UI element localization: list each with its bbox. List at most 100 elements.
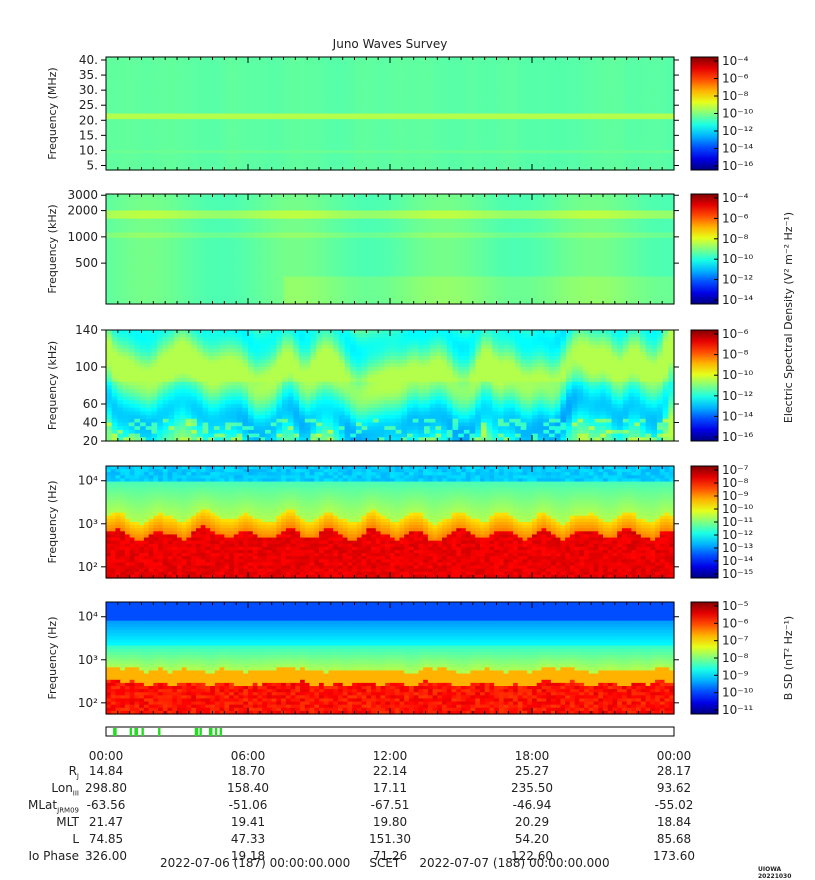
heatmap-cell xyxy=(113,199,121,203)
heatmap-cell xyxy=(496,210,505,214)
heatmap-cell xyxy=(510,158,519,163)
heatmap-cell xyxy=(269,136,277,140)
heatmap-cell xyxy=(461,107,469,112)
heatmap-cell xyxy=(141,65,150,69)
heatmap-cell xyxy=(205,119,214,123)
heatmap-cell xyxy=(304,68,313,72)
heatmap-cell xyxy=(524,227,533,231)
heatmap-cell xyxy=(127,99,135,103)
heatmap-cell xyxy=(524,88,533,92)
heatmap-cell xyxy=(382,153,391,157)
heatmap-cell xyxy=(191,158,199,163)
heatmap-cell xyxy=(638,216,647,220)
heatmap-cell xyxy=(162,218,171,223)
heatmap-cell xyxy=(496,196,505,201)
heatmap-cell xyxy=(503,196,512,201)
heatmap-cell xyxy=(368,130,377,134)
heatmap-cell xyxy=(461,141,469,146)
heatmap-cell xyxy=(240,127,249,132)
heatmap-cell xyxy=(113,161,121,165)
heatmap-cell xyxy=(439,119,448,123)
heatmap-cell xyxy=(148,213,157,217)
heatmap-cell xyxy=(624,138,632,143)
heatmap-cell xyxy=(269,116,277,120)
heatmap-cell xyxy=(297,207,306,212)
heatmap-cell xyxy=(361,207,370,212)
heatmap-cell xyxy=(517,210,526,214)
heatmap-cell xyxy=(468,124,476,129)
heatmap-cell xyxy=(503,96,512,100)
heatmap-cell xyxy=(638,59,647,64)
heatmap-cell xyxy=(319,141,327,146)
heatmap-cell xyxy=(375,110,384,115)
heatmap-cell xyxy=(340,138,348,143)
heatmap-cell xyxy=(255,71,263,75)
heatmap-cell xyxy=(347,76,356,81)
heatmap-cell xyxy=(262,167,270,171)
heatmap-cell xyxy=(184,216,192,220)
heatmap-cell xyxy=(368,116,377,120)
heatmap-cell xyxy=(120,210,128,214)
heatmap-cell xyxy=(347,110,356,115)
heatmap-cell xyxy=(191,133,199,137)
heatmap-cell xyxy=(574,141,583,146)
heatmap-cell xyxy=(446,164,455,168)
heatmap-cell xyxy=(610,164,618,168)
heatmap-cell xyxy=(475,85,483,89)
heatmap-cell xyxy=(212,85,221,89)
heatmap-cell xyxy=(184,199,192,203)
heatmap-cell xyxy=(304,90,313,95)
heatmap-cell xyxy=(141,158,150,163)
heatmap-cell xyxy=(432,150,441,154)
heatmap-cell xyxy=(482,147,490,151)
heatmap-cell xyxy=(532,155,540,160)
heatmap-cell xyxy=(198,158,206,163)
heatmap-cell xyxy=(510,73,519,78)
heatmap-cell xyxy=(453,202,462,206)
heatmap-cell xyxy=(297,150,306,154)
heatmap-cell xyxy=(311,121,320,126)
heatmap-cell xyxy=(617,218,625,223)
heatmap-cell xyxy=(340,136,348,140)
heatmap-cell xyxy=(666,76,675,81)
heatmap-cell xyxy=(198,144,206,148)
heatmap-cell xyxy=(560,155,569,160)
heatmap-cell xyxy=(198,232,206,236)
heatmap-cell xyxy=(418,130,427,134)
heatmap-cell xyxy=(489,153,498,157)
heatmap-cell xyxy=(198,113,206,117)
heatmap-cell xyxy=(304,105,313,109)
heatmap-cell xyxy=(595,164,604,168)
heatmap-cell xyxy=(411,138,419,143)
heatmap-cell xyxy=(205,218,214,223)
heatmap-cell xyxy=(368,113,377,117)
heatmap-cell xyxy=(233,76,242,81)
heatmap-cell xyxy=(319,133,327,137)
heatmap-cell xyxy=(255,88,263,92)
heatmap-cell xyxy=(276,136,285,140)
heatmap-cell xyxy=(134,153,143,157)
heatmap-cell xyxy=(553,107,561,112)
heatmap-cell xyxy=(489,158,498,163)
heatmap-cell xyxy=(432,65,441,69)
heatmap-cell xyxy=(198,167,206,171)
heatmap-cell xyxy=(489,136,498,140)
heatmap-cell xyxy=(304,110,313,115)
heatmap-cell xyxy=(262,82,270,86)
heatmap-cell xyxy=(659,224,668,228)
heatmap-cell xyxy=(574,144,583,148)
heatmap-cell xyxy=(638,85,647,89)
heatmap-cell xyxy=(319,216,327,220)
heatmap-cell xyxy=(390,59,398,64)
heatmap-cell xyxy=(134,144,143,148)
heatmap-cell xyxy=(652,124,661,129)
heatmap-cell xyxy=(567,96,576,100)
heatmap-cell xyxy=(532,99,540,103)
heatmap-cell xyxy=(404,210,412,214)
heatmap-cell xyxy=(539,133,547,137)
heatmap-cell xyxy=(553,164,561,168)
heatmap-cell xyxy=(439,161,448,165)
heatmap-cell xyxy=(290,57,299,61)
heatmap-cell xyxy=(169,138,178,143)
heatmap-cell xyxy=(155,147,164,151)
